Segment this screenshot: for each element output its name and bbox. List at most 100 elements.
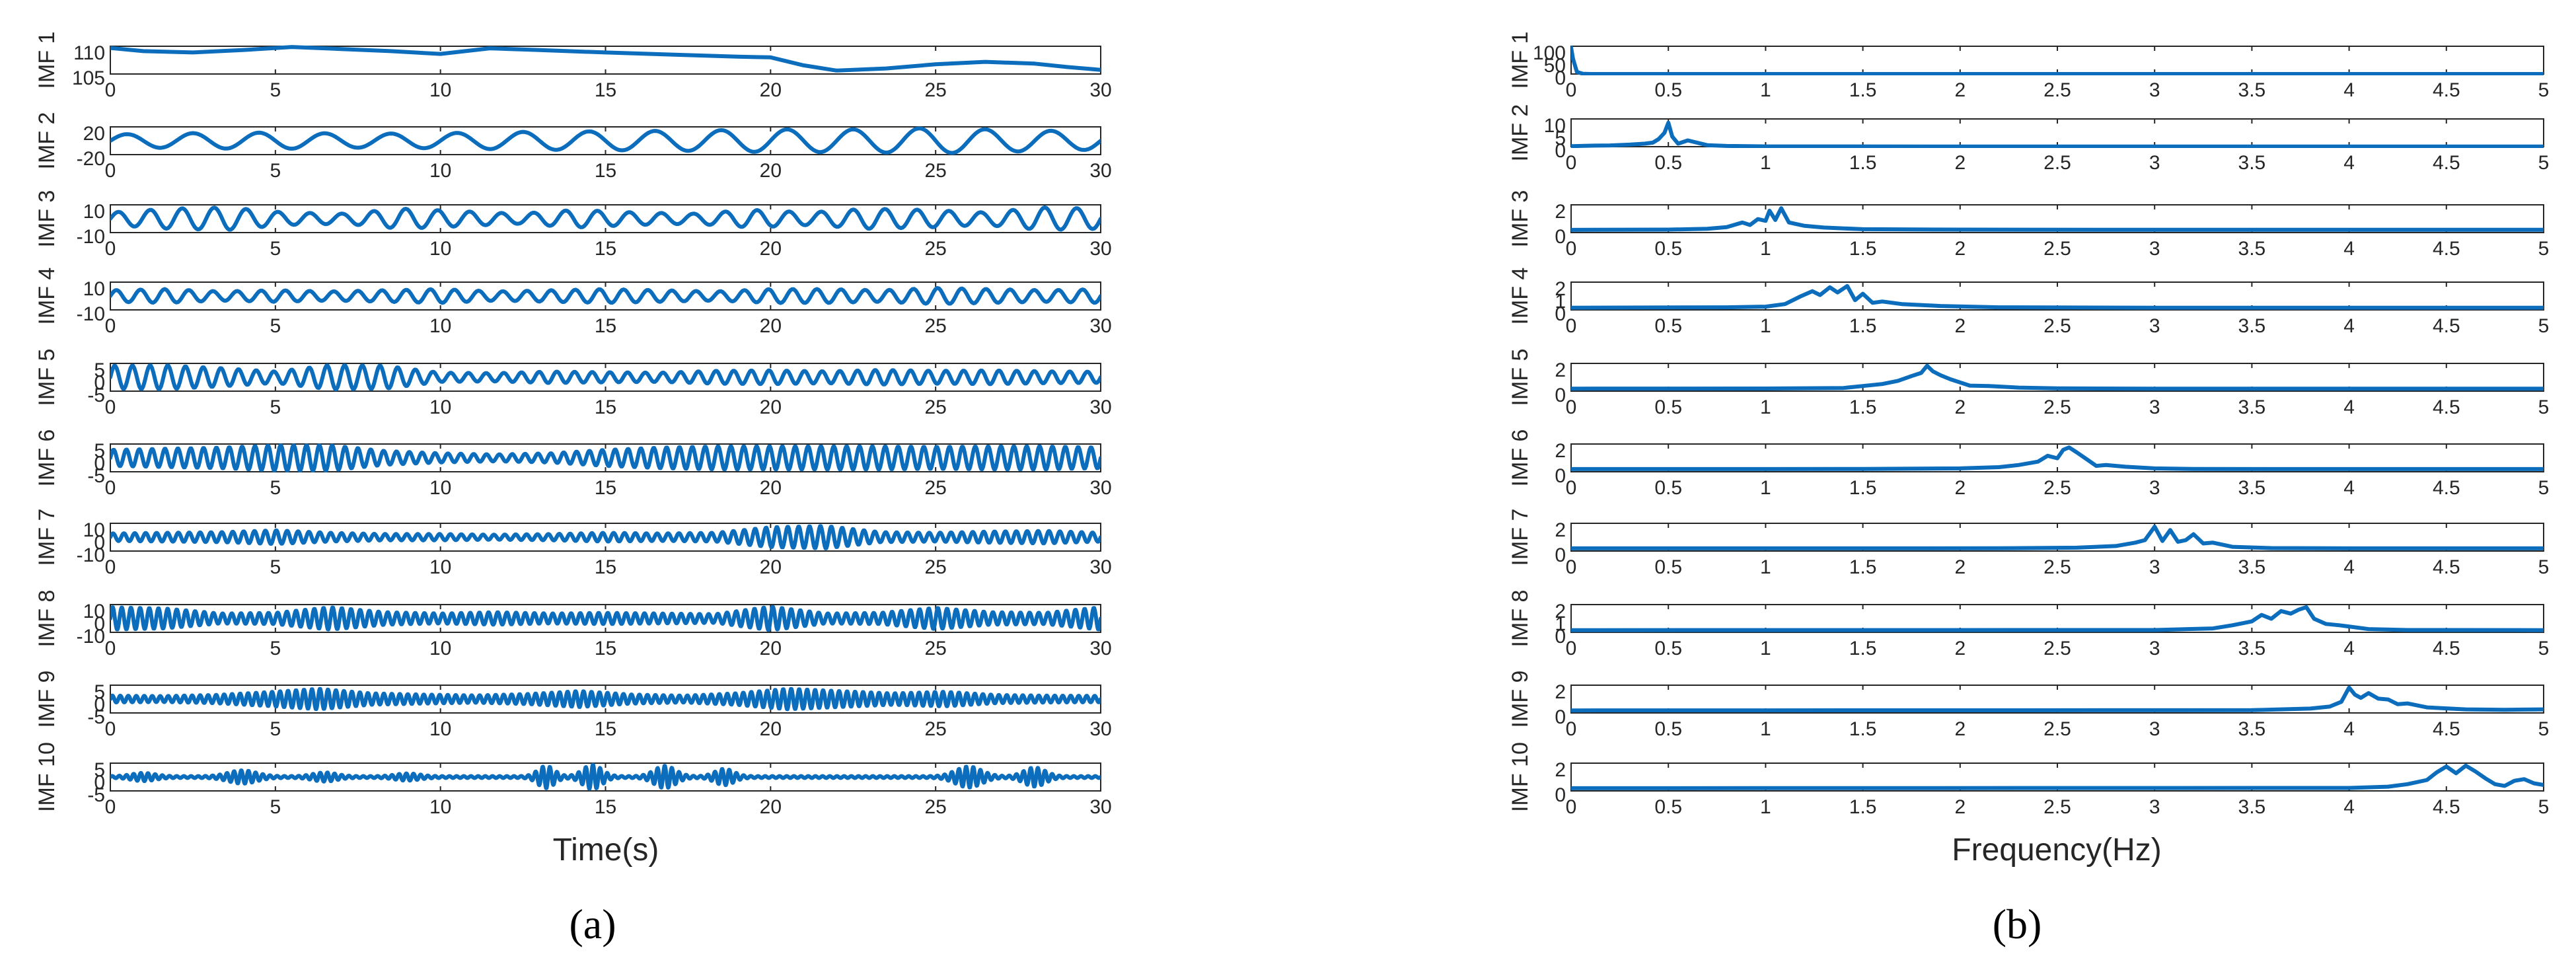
x-tick-label: 20 (760, 238, 782, 260)
x-tick-label: 10 (429, 638, 451, 659)
x-tick-label: 0 (105, 396, 116, 418)
x-tick-label: 25 (924, 238, 946, 260)
x-tick-label: 15 (595, 477, 616, 499)
x-tick-label: 0.5 (1654, 238, 1682, 260)
x-tick-label: 4 (2343, 396, 2355, 418)
y-axis-label: IMF 2 (1508, 104, 1533, 162)
x-tick-label: 3.5 (2238, 718, 2266, 740)
x-tick-label: 1 (1760, 79, 1771, 101)
x-tick-label: 25 (924, 638, 946, 659)
y-tick-label: -20 (77, 148, 105, 170)
series-line-imf-8 (110, 605, 1101, 632)
x-tick-label: 0.5 (1654, 796, 1682, 818)
y-tick-label: 0 (1555, 465, 1566, 487)
x-tick-label: 10 (429, 477, 451, 499)
y-axis-label: IMF 2 (34, 112, 59, 170)
series-line-imf-1 (110, 45, 1101, 73)
y-tick-label: 105 (72, 67, 105, 89)
y-tick-label: 2 (1555, 681, 1566, 703)
x-tick-label: 15 (595, 796, 616, 818)
x-tick-label: 30 (1089, 315, 1111, 337)
y-tick-label: 5 (94, 759, 105, 781)
series-line-imf-7 (110, 524, 1101, 550)
x-tick-label: 2 (1954, 556, 1966, 578)
x-tick-label: 3 (2149, 396, 2160, 418)
y-tick-label: 5 (94, 681, 105, 703)
y-axis-label: IMF 10 (1508, 742, 1533, 812)
x-tick-label: 0 (1566, 152, 1577, 174)
y-axis-label: IMF 10 (34, 742, 59, 812)
y-tick-label: 0 (1555, 784, 1566, 806)
y-tick-label: 10 (83, 519, 105, 541)
x-tick-label: 3 (2149, 477, 2160, 499)
y-axis-label: IMF 6 (1508, 429, 1533, 487)
x-tick-label: 1.5 (1849, 152, 1877, 174)
x-tick-label: 1 (1760, 638, 1771, 659)
y-tick-label: 10 (83, 278, 105, 300)
y-axis-label: IMF 9 (34, 671, 59, 728)
x-tick-label: 30 (1089, 796, 1111, 818)
x-tick-label: 25 (924, 556, 946, 578)
x-tick-label: 20 (760, 160, 782, 182)
x-tick-label: 3.5 (2238, 79, 2266, 101)
y-tick-label: 2 (1555, 519, 1566, 541)
x-tick-label: 0.5 (1654, 638, 1682, 659)
series-line-imf-6 (1571, 445, 2544, 471)
x-tick-label: 2.5 (2043, 152, 2071, 174)
y-axis-label: IMF 5 (1508, 349, 1533, 406)
y-tick-label: 1 (1555, 291, 1566, 313)
x-tick-label: 10 (429, 238, 451, 260)
x-tick-label: 20 (760, 556, 782, 578)
x-tick-label: 5 (2538, 79, 2550, 101)
series-line-imf-3 (1571, 206, 2544, 232)
series-line-imf-5 (110, 363, 1101, 391)
x-tick-label: 15 (595, 718, 616, 740)
x-tick-label: 1.5 (1849, 718, 1877, 740)
x-tick-label: 5 (270, 238, 281, 260)
x-tick-label: 15 (595, 638, 616, 659)
x-tick-label: 2 (1954, 152, 1966, 174)
x-tick-label: 3.5 (2238, 152, 2266, 174)
x-tick-label: 2.5 (2043, 718, 2071, 740)
panel-a-caption: (a) (569, 901, 616, 947)
x-tick-label: 30 (1089, 396, 1111, 418)
x-tick-label: 0 (105, 796, 116, 818)
x-tick-label: 2.5 (2043, 396, 2071, 418)
x-tick-label: 0.5 (1654, 315, 1682, 337)
x-tick-label: 0.5 (1654, 556, 1682, 578)
x-tick-label: 1 (1760, 238, 1771, 260)
x-tick-label: 0 (1566, 718, 1577, 740)
x-tick-label: 3 (2149, 315, 2160, 337)
x-tick-label: 3 (2149, 238, 2160, 260)
y-axis-label: IMF 1 (34, 32, 59, 89)
x-tick-label: 25 (924, 396, 946, 418)
x-tick-label: 25 (924, 796, 946, 818)
x-tick-label: 30 (1089, 238, 1111, 260)
y-axis-label: IMF 7 (34, 509, 59, 566)
x-tick-label: 15 (595, 396, 616, 418)
x-tick-label: 1.5 (1849, 556, 1877, 578)
x-tick-label: 0.5 (1654, 477, 1682, 499)
x-tick-label: 10 (429, 796, 451, 818)
x-tick-label: 15 (595, 238, 616, 260)
series-line-imf-4 (110, 285, 1101, 306)
y-tick-label: 0 (1555, 706, 1566, 728)
y-tick-label: 0 (1555, 544, 1566, 566)
x-tick-label: 25 (924, 79, 946, 101)
x-tick-label: 15 (595, 79, 616, 101)
series-line-imf-2 (1571, 120, 2544, 148)
x-tick-label: 3.5 (2238, 396, 2266, 418)
y-tick-label: 2 (1555, 759, 1566, 781)
x-tick-label: 1 (1760, 315, 1771, 337)
x-tick-label: 0 (1566, 79, 1577, 101)
subplot-a-imf-3: 0 5 10 15 20 25 30 10 -10 IMF 3 (34, 190, 1112, 260)
x-tick-label: 3.5 (2238, 238, 2266, 260)
